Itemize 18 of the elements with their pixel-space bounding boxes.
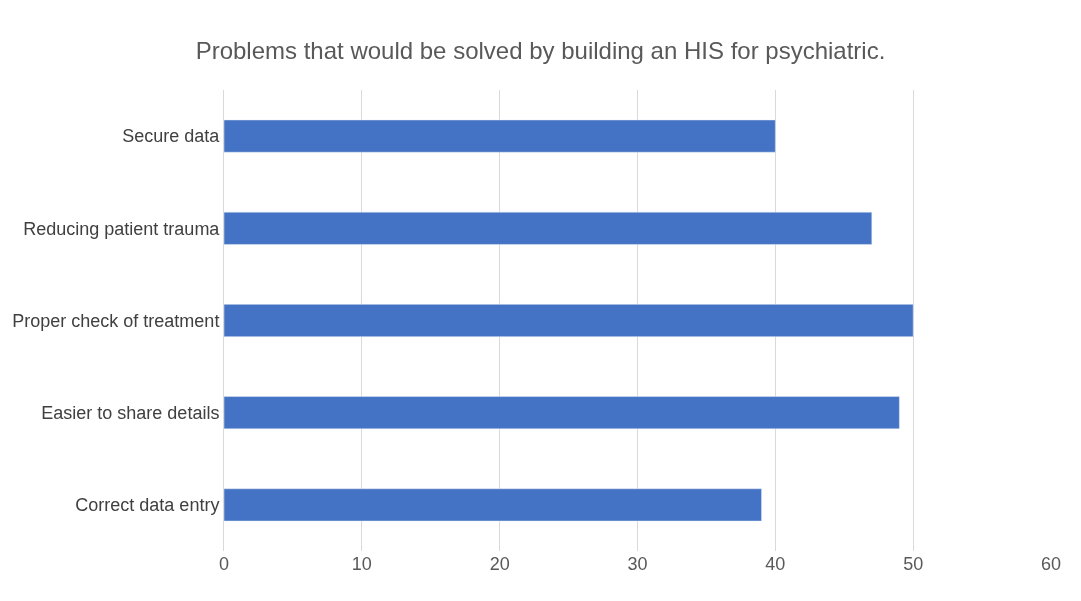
bar [224, 119, 776, 153]
x-tick-label: 60 [1040, 554, 1062, 574]
bar [224, 304, 914, 337]
y-tick-label: Proper check of treatment [12, 310, 220, 331]
x-tick-label: 0 [218, 554, 230, 574]
y-tick-label: Correct data entry [75, 495, 220, 516]
y-tick-label: Reducing patient trauma [23, 218, 221, 239]
bar [224, 396, 900, 430]
bar [224, 211, 873, 245]
y-tick-label: Secure data [122, 126, 221, 147]
x-tick-label: 20 [489, 554, 510, 574]
x-tick-label: 40 [765, 554, 786, 574]
x-tick-label: 50 [903, 554, 924, 574]
chart-title: Problems that would be solved by building an HIS for psychiatric. [195, 36, 886, 64]
x-tick-label: 10 [351, 554, 372, 574]
bar [224, 488, 762, 522]
x-tick-label: 30 [627, 554, 648, 574]
y-tick-label: Easier to share details [41, 403, 220, 423]
